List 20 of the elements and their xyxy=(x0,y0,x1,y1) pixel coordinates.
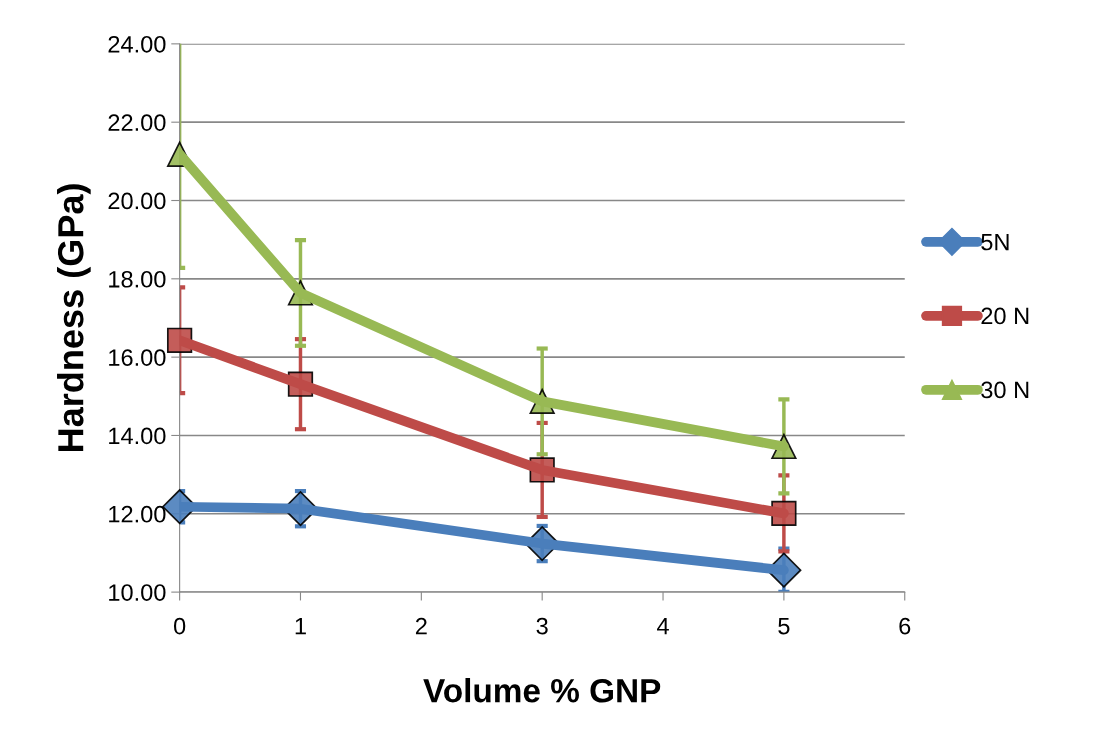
x-tick-label: 4 xyxy=(657,617,669,635)
x-axis-title: Volume % GNP xyxy=(423,678,661,703)
y-tick-label: 16.00 xyxy=(109,349,166,366)
y-tick-label: 22.00 xyxy=(108,114,166,131)
y-tick-label: 20.00 xyxy=(108,192,166,210)
x-tick-label: 1 xyxy=(295,617,306,635)
y-tick-label: 10.00 xyxy=(109,584,166,601)
legend-label: 5N xyxy=(981,233,1009,251)
x-tick-label: 3 xyxy=(536,617,548,635)
x-tick-label: 5 xyxy=(778,617,790,635)
y-tick-label: 24.00 xyxy=(108,35,166,53)
y-axis-title: Hardness (GPa) xyxy=(57,184,91,452)
legend-label: 30 N xyxy=(981,381,1029,399)
legend-label: 20 N xyxy=(981,307,1029,325)
x-tick-label: 6 xyxy=(899,617,911,635)
y-tick-label: 12.00 xyxy=(109,505,166,523)
y-tick-label: 14.00 xyxy=(109,427,166,445)
x-tick-label: 2 xyxy=(415,617,427,635)
y-tick-label: 18.00 xyxy=(109,270,166,288)
x-tick-label: 0 xyxy=(173,617,186,635)
